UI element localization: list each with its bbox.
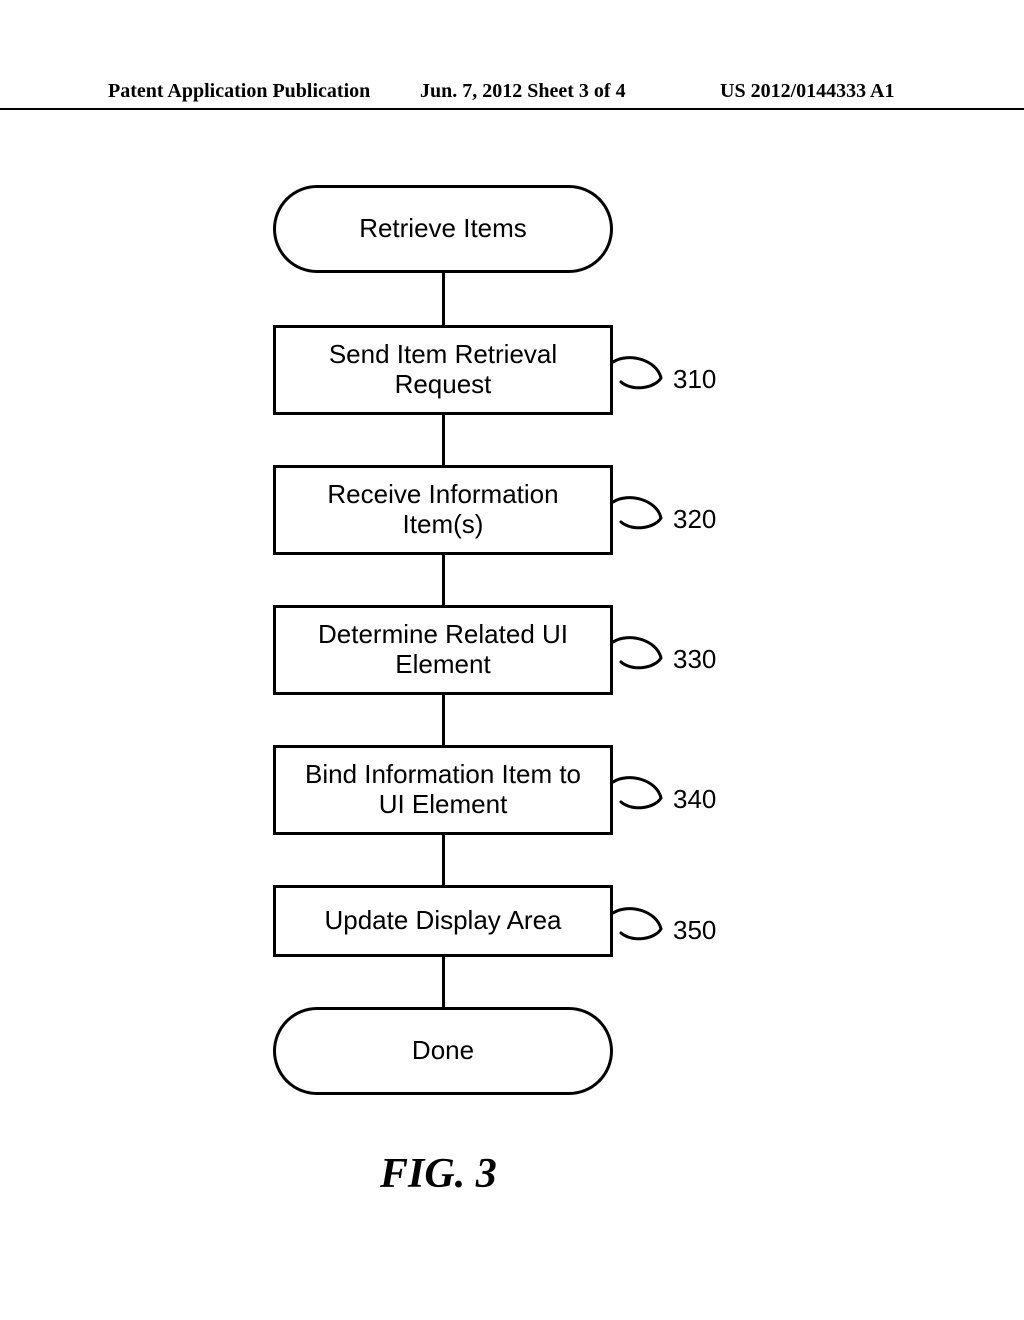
flow-node-label: Retrieve Items [359, 214, 527, 244]
callout-arc [611, 358, 671, 398]
flow-node-n330: Determine Related UI Element [273, 605, 613, 695]
reference-numeral: 340 [673, 784, 716, 815]
callout-arc [611, 498, 671, 538]
reference-numeral: 330 [673, 644, 716, 675]
callout-arc [611, 638, 671, 678]
flow-connector [442, 555, 445, 605]
header-left: Patent Application Publication [108, 80, 370, 103]
flow-node-label: Send Item Retrieval Request [329, 340, 557, 400]
flow-node-label: Done [412, 1036, 474, 1066]
flow-node-label: Bind Information Item to UI Element [305, 760, 581, 820]
callout-arc [611, 909, 671, 949]
flow-node-n340: Bind Information Item to UI Element [273, 745, 613, 835]
reference-numeral: 350 [673, 915, 716, 946]
flow-connector [442, 695, 445, 745]
flow-connector [442, 835, 445, 885]
flow-connector [442, 273, 445, 325]
reference-numeral: 310 [673, 364, 716, 395]
flow-node-n320: Receive Information Item(s) [273, 465, 613, 555]
flow-node-n350: Update Display Area [273, 885, 613, 957]
flow-node-label: Receive Information Item(s) [327, 480, 558, 540]
flow-connector [442, 415, 445, 465]
flow-node-label: Determine Related UI Element [318, 620, 568, 680]
flow-node-n310: Send Item Retrieval Request [273, 325, 613, 415]
flow-connector [442, 957, 445, 1007]
reference-numeral: 320 [673, 504, 716, 535]
callout-arc [611, 778, 671, 818]
header-right: US 2012/0144333 A1 [720, 80, 894, 103]
flow-node-done: Done [273, 1007, 613, 1095]
flow-node-start: Retrieve Items [273, 185, 613, 273]
header-rule [0, 108, 1024, 110]
figure-caption: FIG. 3 [380, 1150, 497, 1198]
flow-node-label: Update Display Area [324, 906, 561, 936]
header-middle: Jun. 7, 2012 Sheet 3 of 4 [420, 80, 626, 103]
patent-figure-page: Patent Application Publication Jun. 7, 2… [0, 0, 1024, 1320]
